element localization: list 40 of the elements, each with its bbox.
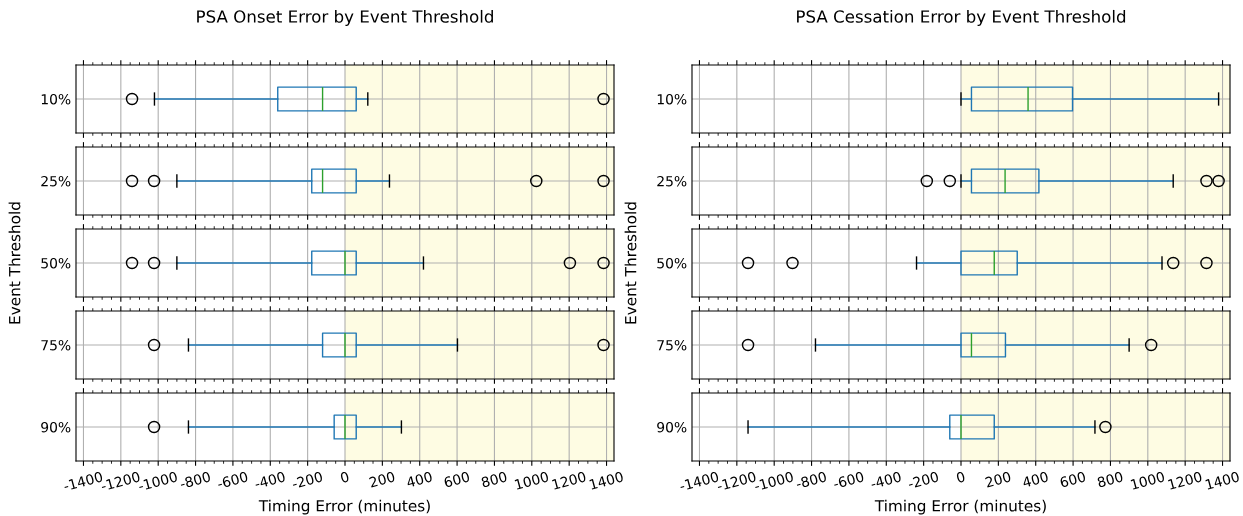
y-tick-label: 75% <box>41 339 71 351</box>
x-tick-label: -600 <box>832 471 865 490</box>
y-tick-label: 25% <box>657 175 687 187</box>
x-tick-label: 0 <box>339 471 350 484</box>
x-tick-label: -400 <box>254 471 286 490</box>
x-tick-label: 1200 <box>1167 471 1203 490</box>
chart-title: PSA Cessation Error by Event Threshold <box>797 9 1126 27</box>
x-tick-label: 1000 <box>514 471 550 490</box>
x-axis-title: Timing Error (minutes) <box>258 499 430 515</box>
x-axis-title: Timing Error (minutes) <box>874 499 1046 515</box>
y-tick-label: 25% <box>41 175 71 187</box>
y-tick-label: 10% <box>41 93 71 105</box>
y-tick-label: 90% <box>41 421 71 433</box>
y-tick-label: 90% <box>657 421 687 433</box>
x-tick-label: 200 <box>368 471 396 488</box>
x-tick-label: -600 <box>216 471 249 490</box>
x-tick-label: 1400 <box>589 471 624 490</box>
x-tick-label: -200 <box>907 471 940 490</box>
y-tick-label: 75% <box>657 339 687 351</box>
x-tick-label: 1400 <box>1205 471 1240 490</box>
x-tick-label: 400 <box>405 471 433 488</box>
x-tick-label: 200 <box>984 471 1012 488</box>
x-tick-label: -800 <box>795 471 827 490</box>
y-axis-title: Event Threshold <box>624 202 637 324</box>
x-tick-label: 800 <box>480 471 508 488</box>
y-axis-title: Event Threshold <box>8 202 21 324</box>
x-tick-label: -400 <box>870 471 902 490</box>
x-tick-label: 0 <box>955 471 966 484</box>
y-tick-label: 10% <box>657 93 687 105</box>
x-tick-label: 1200 <box>551 471 587 490</box>
x-tick-label: 800 <box>1096 471 1124 488</box>
y-tick-label: 50% <box>41 257 71 269</box>
x-tick-label: 600 <box>443 471 471 488</box>
x-tick-label: 400 <box>1021 471 1049 488</box>
x-tick-label: -800 <box>179 471 211 490</box>
x-tick-label: 600 <box>1059 471 1087 488</box>
y-tick-label: 50% <box>657 257 687 269</box>
chart-title: PSA Onset Error by Event Threshold <box>197 9 493 27</box>
x-tick-label: 1000 <box>1130 471 1166 490</box>
x-tick-label: -200 <box>291 471 324 490</box>
